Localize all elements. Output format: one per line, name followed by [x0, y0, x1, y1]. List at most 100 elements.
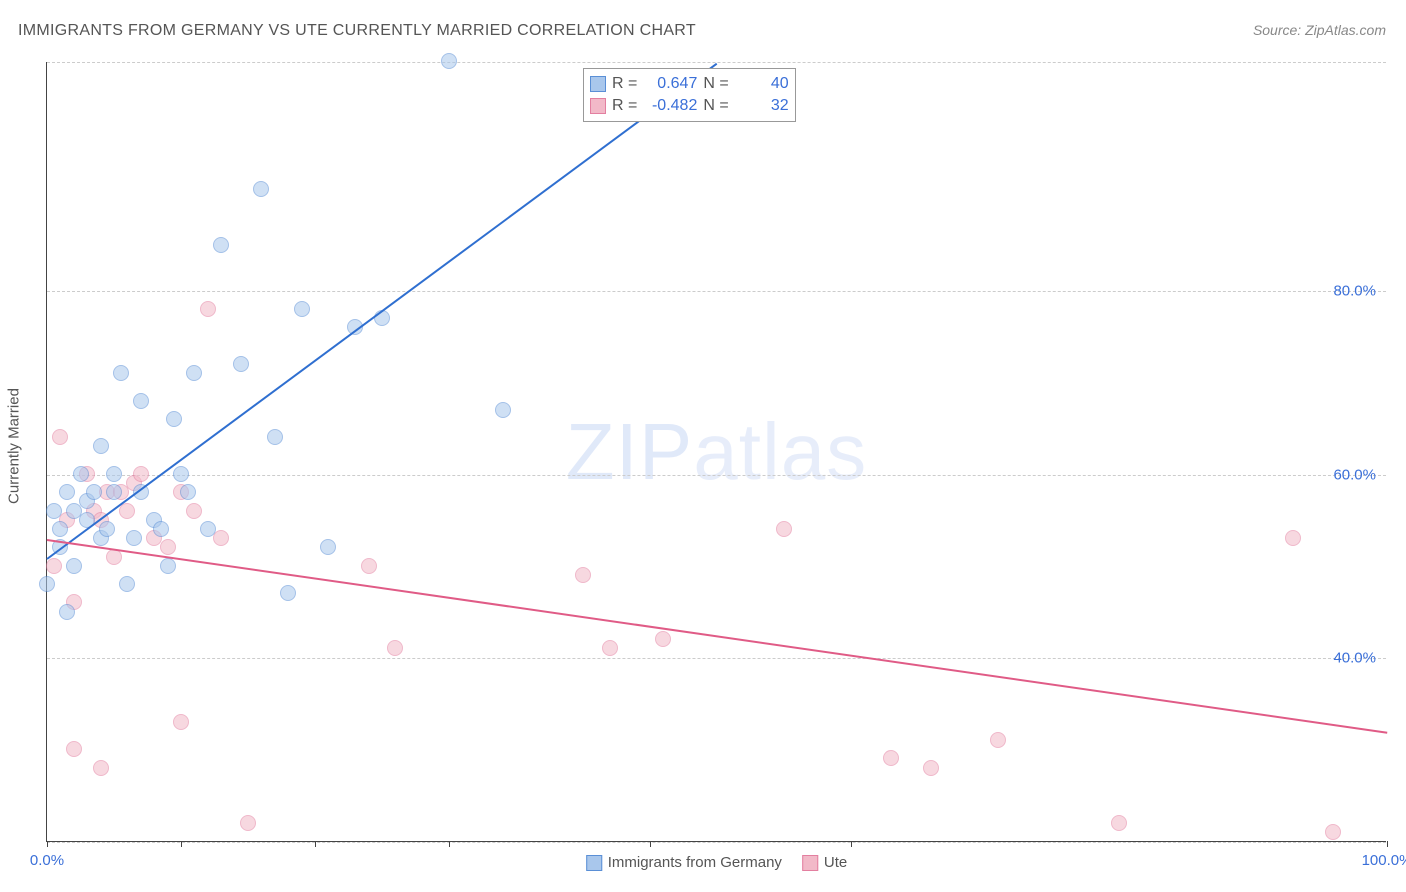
legend-swatch	[590, 98, 606, 114]
ute-marker	[160, 539, 176, 555]
germany-marker	[280, 585, 296, 601]
germany-marker	[253, 181, 269, 197]
ute-marker	[213, 530, 229, 546]
legend-item-germany: Immigrants from Germany	[586, 854, 782, 871]
series-legend: Immigrants from Germany Ute	[586, 854, 848, 871]
x-tick	[1387, 841, 1388, 847]
germany-marker	[166, 411, 182, 427]
ute-marker	[66, 741, 82, 757]
x-tick	[47, 841, 48, 847]
germany-marker	[46, 503, 62, 519]
y-tick-label: 80.0%	[1333, 283, 1376, 300]
legend-swatch	[802, 855, 818, 871]
germany-marker	[441, 53, 457, 69]
germany-marker	[39, 576, 55, 592]
germany-marker	[320, 539, 336, 555]
watermark-thin: atlas	[693, 407, 867, 496]
y-tick-label: 40.0%	[1333, 650, 1376, 667]
germany-marker	[213, 237, 229, 253]
ute-marker	[923, 760, 939, 776]
ute-marker	[575, 567, 591, 583]
ute-marker	[387, 640, 403, 656]
ute-marker	[655, 631, 671, 647]
legend-row-germany: R = 0.647 N = 40	[590, 73, 789, 95]
ute-marker	[133, 466, 149, 482]
germany-marker	[233, 356, 249, 372]
gridline	[47, 658, 1386, 659]
gridline	[47, 291, 1386, 292]
x-tick	[449, 841, 450, 847]
x-tick-label: 100.0%	[1362, 852, 1406, 869]
germany-marker	[66, 558, 82, 574]
watermark-bold: ZIP	[566, 407, 693, 496]
legend-label: Immigrants from Germany	[608, 854, 782, 871]
x-tick	[851, 841, 852, 847]
germany-marker	[173, 466, 189, 482]
germany-marker	[133, 393, 149, 409]
germany-marker	[73, 466, 89, 482]
x-tick-label: 0.0%	[30, 852, 64, 869]
ute-marker	[200, 301, 216, 317]
legend-n-label: N =	[703, 75, 728, 93]
ute-marker	[186, 503, 202, 519]
legend-r-value: -0.482	[643, 97, 697, 115]
germany-marker	[52, 521, 68, 537]
germany-marker	[113, 365, 129, 381]
ute-marker	[361, 558, 377, 574]
germany-marker	[200, 521, 216, 537]
germany-marker	[153, 521, 169, 537]
correlation-legend: R = 0.647 N = 40 R = -0.482 N = 32	[583, 68, 796, 122]
legend-label: Ute	[824, 854, 847, 871]
ute-marker	[173, 714, 189, 730]
watermark: ZIPatlas	[566, 406, 867, 498]
y-tick-label: 60.0%	[1333, 466, 1376, 483]
x-tick	[650, 841, 651, 847]
ute-marker	[883, 750, 899, 766]
legend-n-value: 32	[735, 97, 789, 115]
germany-marker	[86, 484, 102, 500]
scatter-plot-area: ZIPatlas 40.0%60.0%80.0%0.0%100.0%R =0.6…	[46, 62, 1386, 842]
ute-marker	[776, 521, 792, 537]
legend-swatch	[590, 76, 606, 92]
germany-marker	[59, 604, 75, 620]
x-tick	[315, 841, 316, 847]
germany-marker	[160, 558, 176, 574]
ute-marker	[52, 429, 68, 445]
ute-marker	[93, 760, 109, 776]
legend-n-label: N =	[703, 97, 728, 115]
legend-r-label: R =	[612, 97, 637, 115]
y-axis-title: Currently Married	[6, 388, 23, 504]
gridline	[47, 842, 1386, 843]
legend-r-label: R =	[612, 75, 637, 93]
germany-marker	[59, 484, 75, 500]
germany-marker	[126, 530, 142, 546]
ute-marker	[1111, 815, 1127, 831]
ute-marker	[1325, 824, 1341, 840]
gridline	[47, 475, 1386, 476]
source-attribution: Source: ZipAtlas.com	[1253, 22, 1386, 38]
chart-title: IMMIGRANTS FROM GERMANY VS UTE CURRENTLY…	[18, 22, 696, 40]
ute-marker	[1285, 530, 1301, 546]
germany-marker	[106, 484, 122, 500]
germany-marker	[294, 301, 310, 317]
legend-swatch	[586, 855, 602, 871]
ute-marker	[990, 732, 1006, 748]
germany-marker	[180, 484, 196, 500]
ute-marker	[119, 503, 135, 519]
germany-marker	[93, 438, 109, 454]
germany-marker	[267, 429, 283, 445]
ute-trendline	[47, 539, 1387, 734]
germany-marker	[186, 365, 202, 381]
legend-n-value: 40	[735, 75, 789, 93]
x-tick	[181, 841, 182, 847]
legend-row-ute: R = -0.482 N = 32	[590, 95, 789, 117]
germany-marker	[99, 521, 115, 537]
legend-item-ute: Ute	[802, 854, 847, 871]
germany-marker	[106, 466, 122, 482]
ute-marker	[240, 815, 256, 831]
ute-marker	[602, 640, 618, 656]
germany-trendline	[46, 62, 717, 559]
ute-marker	[46, 558, 62, 574]
legend-r-value: 0.647	[643, 75, 697, 93]
germany-marker	[495, 402, 511, 418]
